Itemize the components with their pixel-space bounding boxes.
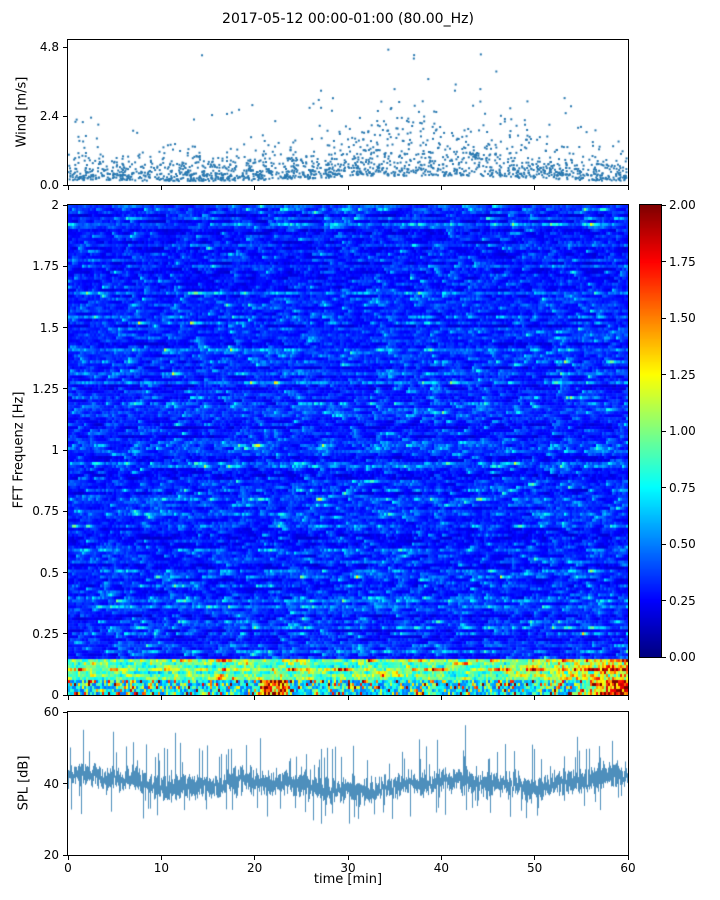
- tick-label: 0.50: [669, 537, 696, 551]
- tick-mark: [627, 186, 629, 190]
- tick-label: 20: [43, 848, 59, 862]
- tick-label: 2.00: [669, 198, 696, 212]
- tick-label: 1.25: [32, 381, 59, 396]
- tick-mark: [440, 186, 442, 190]
- tick-label: 10: [153, 861, 169, 875]
- tick-mark: [67, 856, 69, 860]
- tick-mark: [63, 184, 67, 186]
- tick-mark: [347, 856, 349, 860]
- tick-mark: [160, 186, 162, 190]
- tick-mark: [63, 388, 67, 390]
- tick-mark: [662, 656, 666, 658]
- tick-mark: [63, 783, 67, 784]
- tick-mark: [63, 115, 67, 117]
- tick-mark: [67, 696, 69, 700]
- tick-mark: [160, 856, 162, 860]
- tick-mark: [63, 327, 67, 328]
- tick-mark: [662, 600, 666, 601]
- tick-mark: [254, 856, 256, 860]
- tick-mark: [627, 856, 629, 860]
- tick-mark: [534, 856, 536, 860]
- tick-mark: [63, 265, 67, 267]
- colorbar-canvas: [640, 205, 661, 657]
- tick-label: 0.25: [669, 593, 696, 608]
- tick-mark: [662, 430, 666, 432]
- tick-mark: [662, 487, 666, 488]
- tick-label: 1: [51, 443, 59, 457]
- tick-mark: [347, 186, 349, 190]
- tick-mark: [662, 543, 666, 545]
- wind-scatter-canvas: [68, 40, 628, 185]
- tick-label: 0.00: [669, 650, 696, 664]
- tick-label: 50: [527, 861, 543, 875]
- tick-mark: [63, 694, 67, 696]
- tick-mark: [627, 696, 629, 700]
- tick-mark: [347, 696, 349, 700]
- tick-label: 0.5: [39, 565, 59, 580]
- tick-label: 0.25: [32, 626, 59, 641]
- tick-label: 20: [247, 861, 263, 875]
- tick-mark: [67, 186, 69, 190]
- spectrogram-canvas: [68, 205, 628, 695]
- tick-mark: [63, 510, 67, 512]
- tick-mark: [662, 204, 666, 206]
- tick-mark: [63, 449, 67, 451]
- tick-mark: [662, 317, 666, 319]
- tick-mark: [63, 572, 67, 573]
- tick-mark: [534, 696, 536, 700]
- tick-mark: [440, 856, 442, 860]
- tick-label: 1.25: [669, 367, 696, 382]
- spl-line-canvas: [68, 712, 628, 855]
- spl-plot: [67, 711, 629, 856]
- tick-mark: [254, 696, 256, 700]
- tick-label: 1.5: [39, 320, 59, 335]
- tick-mark: [63, 854, 67, 856]
- tick-mark: [63, 633, 67, 635]
- spectrogram-plot: [67, 204, 629, 696]
- tick-mark: [160, 696, 162, 700]
- tick-mark: [662, 261, 666, 262]
- tick-label: 1.75: [669, 254, 696, 269]
- tick-mark: [440, 696, 442, 700]
- tick-label: 40: [433, 861, 449, 875]
- tick-mark: [63, 711, 67, 713]
- tick-label: 2: [51, 198, 59, 212]
- tick-label: 0: [51, 688, 59, 702]
- tick-mark: [662, 374, 666, 375]
- tick-label: 30: [340, 861, 356, 875]
- tick-label: 60: [43, 705, 59, 719]
- tick-label: 0.75: [32, 504, 59, 519]
- tick-mark: [534, 186, 536, 190]
- figure-title: 2017-05-12 00:00-01:00 (80.00_Hz): [222, 11, 474, 27]
- tick-mark: [63, 204, 67, 206]
- x-axis-label: time [min]: [313, 872, 383, 887]
- tick-label: 4.8: [39, 40, 59, 55]
- tick-mark: [254, 186, 256, 190]
- tick-label: 1.50: [669, 311, 696, 325]
- tick-label: 1.00: [669, 424, 696, 438]
- wind-plot: [67, 39, 629, 186]
- tick-label: 0.75: [669, 480, 696, 495]
- colorbar: [639, 204, 662, 658]
- tick-label: 40: [43, 776, 59, 791]
- tick-label: 0.0: [39, 178, 59, 192]
- tick-label: 0: [64, 861, 72, 875]
- tick-label: 60: [620, 861, 636, 875]
- tick-label: 2.4: [39, 109, 59, 124]
- tick-mark: [63, 46, 67, 48]
- tick-label: 1.75: [32, 259, 59, 274]
